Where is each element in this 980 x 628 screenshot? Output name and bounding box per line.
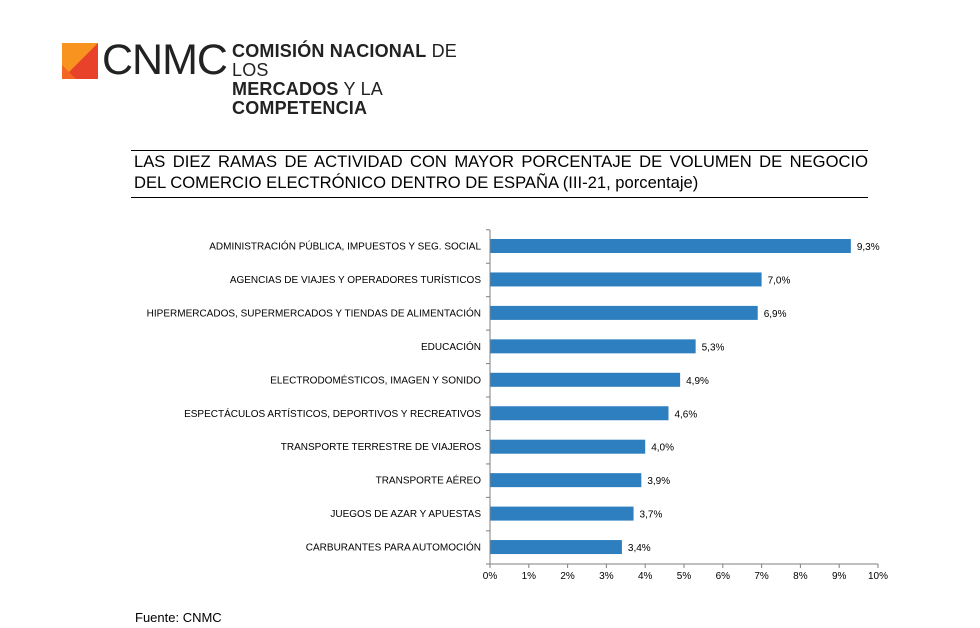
category-label: HIPERMERCADOS, SUPERMERCADOS Y TIENDAS D… (147, 306, 481, 319)
bar (490, 305, 758, 320)
org-line2-bold: MERCADOS (232, 79, 339, 99)
x-tick-label: 1% (522, 571, 537, 582)
org-line1-light: DE LOS (232, 41, 458, 80)
data-label: 3,7% (640, 510, 663, 521)
bar (490, 406, 669, 421)
x-tick-label: 2% (560, 571, 575, 582)
x-tick-label: 3% (599, 571, 614, 582)
data-label: 4,9% (686, 376, 709, 387)
x-tick-label: 9% (832, 571, 847, 582)
category-label: AGENCIAS DE VIAJES Y OPERADORES TURÍSTIC… (230, 273, 482, 286)
bar (490, 372, 681, 387)
data-label: 9,3% (857, 242, 880, 253)
data-label: 4,0% (651, 443, 674, 454)
x-tick-label: 6% (716, 571, 731, 582)
x-tick-label: 7% (754, 571, 769, 582)
data-label: 6,9% (764, 309, 787, 320)
category-label: EDUCACIÓN (421, 340, 481, 353)
x-tick-label: 5% (677, 571, 692, 582)
org-line2-light: Y LA (338, 79, 382, 99)
data-label: 3,4% (628, 543, 651, 554)
category-label: ELECTRODOMÉSTICOS, IMAGEN Y SONIDO (270, 373, 481, 386)
logo-letters: CNMC (102, 36, 228, 84)
bar (490, 473, 642, 488)
data-label: 5,3% (702, 342, 725, 353)
data-label: 4,6% (674, 409, 697, 420)
category-label: TRANSPORTE TERRESTRE DE VIAJEROS (281, 442, 482, 453)
cnmc-logo-mark-icon (62, 43, 98, 79)
bar (490, 439, 646, 454)
org-line2-bold2: COMPETENCIA (232, 98, 368, 118)
x-tick-label: 4% (638, 571, 653, 582)
x-tick-label: 10% (868, 571, 888, 582)
bar (490, 339, 696, 354)
organization-name: COMISIÓN NACIONAL DE LOS MERCADOS Y LA C… (232, 42, 482, 118)
category-label: ADMINISTRACIÓN PÚBLICA, IMPUESTOS Y SEG.… (209, 240, 481, 253)
x-tick-label: 8% (793, 571, 808, 582)
bar (490, 506, 634, 521)
bar (490, 540, 622, 555)
data-label: 3,9% (647, 476, 670, 487)
x-tick-label: 0% (483, 571, 498, 582)
source-note: Fuente: CNMC (135, 610, 222, 625)
category-label: TRANSPORTE AÉREO (376, 474, 482, 487)
chart-title-block: LAS DIEZ RAMAS DE ACTIVIDAD CON MAYOR PO… (131, 150, 868, 198)
bar (490, 239, 851, 253)
cnmc-logo: CNMC COMISIÓN NACIONAL DE LOS MERCADOS Y… (62, 36, 482, 118)
category-label: JUEGOS DE AZAR Y APUESTAS (330, 509, 481, 520)
bar (490, 272, 762, 287)
org-line1-bold: COMISIÓN NACIONAL (232, 41, 427, 61)
data-label: 7,0% (768, 275, 791, 286)
category-label: CARBURANTES PARA AUTOMOCIÓN (306, 541, 481, 554)
category-label: ESPECTÁCULOS ARTÍSTICOS, DEPORTIVOS Y RE… (184, 407, 481, 420)
chart-title: LAS DIEZ RAMAS DE ACTIVIDAD CON MAYOR PO… (134, 152, 868, 192)
